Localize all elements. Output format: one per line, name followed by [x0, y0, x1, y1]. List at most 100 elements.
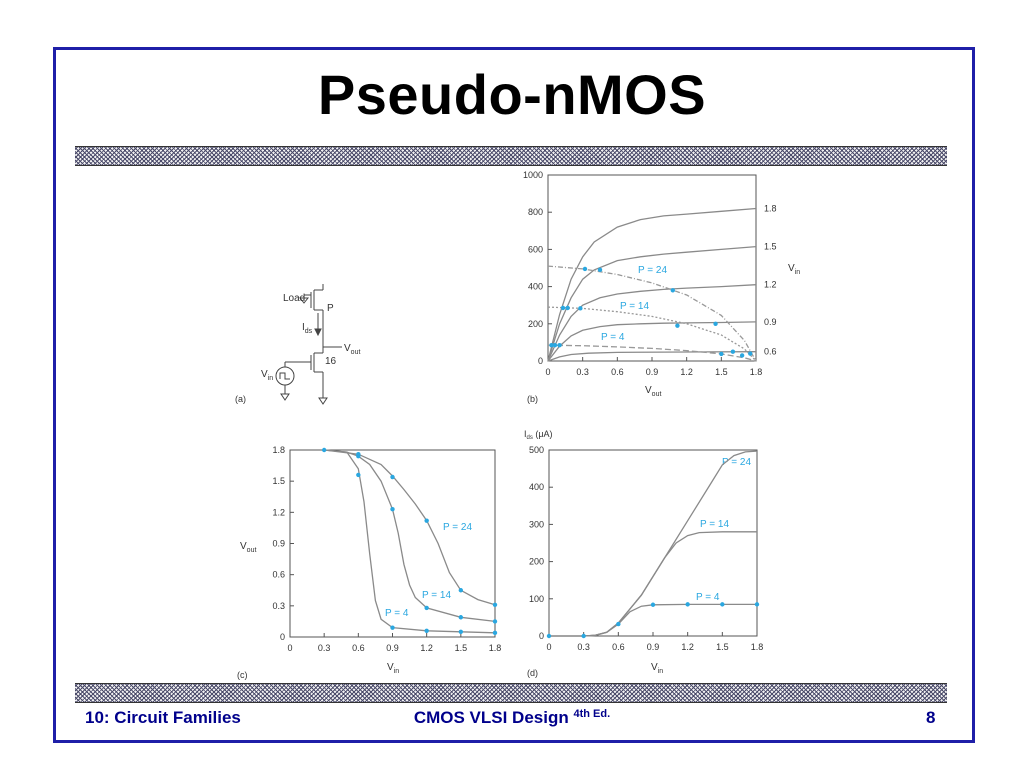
c-y-tick-label: 0.9: [272, 539, 285, 549]
b-vin-level-label: 1.2: [764, 280, 777, 290]
c-xlabel: Vin: [387, 662, 399, 675]
b-x-tick-label: 0.6: [611, 367, 624, 377]
pmos-label: P: [327, 303, 334, 314]
panel-label-a: (a): [235, 394, 246, 404]
d-series-line: [549, 603, 757, 637]
b-data-point: [670, 288, 675, 293]
b-load-line: [547, 265, 757, 362]
footer-course: CMOS VLSI Design 4th Ed.: [413, 708, 611, 727]
b-y-tick-label: 400: [528, 282, 543, 292]
d-x-tick-label: 1.8: [751, 642, 764, 652]
c-x-tick-label: 0: [287, 643, 292, 653]
b-x-tick-label: 0: [545, 367, 550, 377]
c-y-tick-label: 1.2: [272, 507, 285, 517]
d-series-line: [549, 450, 758, 637]
b-data-point: [675, 323, 680, 328]
load-label: Load: [283, 293, 305, 304]
panel-label-d: (d): [527, 668, 538, 678]
d-data-point: [685, 602, 690, 607]
vin-label: Vin: [261, 369, 273, 382]
c-data-point: [492, 602, 498, 607]
d-data-point: [546, 633, 552, 639]
c-data-point: [390, 507, 395, 512]
b-data-point: [719, 351, 724, 357]
d-ylabel: Ids (μA): [524, 429, 553, 441]
d-data-point: [616, 621, 621, 627]
c-x-tick-label: 0.9: [386, 643, 399, 653]
c-y-tick-label: 1.5: [272, 476, 285, 486]
c-y-tick-label: 0.6: [272, 570, 285, 580]
c-y-tick-label: 0: [280, 632, 285, 642]
c-data-point: [458, 629, 464, 635]
d-data-point: [650, 602, 656, 607]
top-divider: [75, 146, 947, 166]
d-x-tick-label: 0.6: [612, 642, 625, 652]
b-label-p24: P = 24: [638, 265, 667, 276]
c-y-tick-label: 0.3: [272, 601, 285, 611]
b-xlabel: Vout: [645, 385, 661, 398]
nmos-label: 16: [325, 356, 337, 367]
b-label-p4: P = 4: [601, 332, 625, 343]
c-x-tick-label: 1.2: [420, 643, 433, 653]
panel-label-b: (b): [527, 394, 538, 404]
b-y-tick-label: 200: [528, 319, 543, 329]
c-label-p4: P = 4: [385, 608, 409, 619]
b-data-point: [578, 306, 583, 311]
d-x-tick-label: 0: [546, 642, 551, 652]
d-y-tick-label: 200: [529, 557, 544, 567]
b-data-point: [597, 267, 603, 273]
b-label-p14: P = 14: [620, 301, 649, 312]
c-data-point: [321, 447, 327, 453]
b-x-tick-label: 1.2: [680, 367, 693, 377]
d-data-point: [581, 633, 586, 639]
b-vin-label: Vin: [788, 263, 800, 276]
b-load-line: [547, 306, 757, 362]
b-y-tick-label: 0: [538, 356, 543, 366]
b-data-point: [748, 351, 753, 356]
d-y-tick-label: 500: [529, 445, 544, 455]
d-label-p14: P = 14: [700, 519, 729, 530]
d-x-tick-label: 0.3: [577, 642, 590, 652]
b-data-point: [557, 342, 562, 348]
c-x-tick-label: 0.3: [318, 643, 331, 653]
page-title: Pseudo-nMOS: [317, 63, 707, 126]
d-data-point: [754, 602, 760, 607]
c-x-tick-label: 1.5: [455, 643, 468, 653]
d-y-tick-label: 300: [529, 519, 544, 529]
d-series-line: [549, 531, 757, 637]
c-x-tick-label: 1.8: [489, 643, 502, 653]
b-nmos-curve: [547, 284, 757, 362]
bottom-divider: [75, 683, 947, 703]
d-xlabel: Vin: [651, 662, 663, 675]
b-data-point: [739, 353, 745, 358]
d-label-p24: P = 24: [722, 457, 751, 468]
b-y-tick-label: 1000: [523, 170, 543, 180]
d-y-tick-label: 100: [529, 594, 544, 604]
b-load-line: [547, 344, 757, 362]
c-y-tick-label: 1.8: [272, 445, 285, 455]
c-ylabel: Vout: [240, 541, 256, 554]
vout-label: Vout: [344, 343, 360, 356]
b-x-tick-label: 0.9: [646, 367, 659, 377]
d-y-tick-label: 0: [539, 631, 544, 641]
b-data-point: [713, 321, 718, 326]
d-y-tick-label: 400: [529, 482, 544, 492]
footer-page-number: 8: [926, 708, 936, 727]
d-label-p4: P = 4: [696, 592, 720, 603]
d-data-point: [720, 602, 725, 607]
b-x-tick-label: 1.8: [750, 367, 763, 377]
b-nmos-curve: [547, 321, 757, 362]
c-data-point: [492, 630, 498, 636]
b-data-point: [565, 305, 570, 311]
c-data-point: [390, 474, 395, 480]
circuit-schematic: Load P Ids Vout 16 Vin (a): [235, 284, 360, 405]
c-series-line: [324, 449, 496, 606]
c-data-point: [458, 588, 464, 593]
b-y-tick-label: 800: [528, 207, 543, 217]
c-label-p14: P = 14: [422, 590, 451, 601]
c-data-point: [356, 454, 361, 459]
c-x-tick-label: 0.6: [352, 643, 365, 653]
footer-chapter: 10: Circuit Families: [85, 708, 241, 727]
